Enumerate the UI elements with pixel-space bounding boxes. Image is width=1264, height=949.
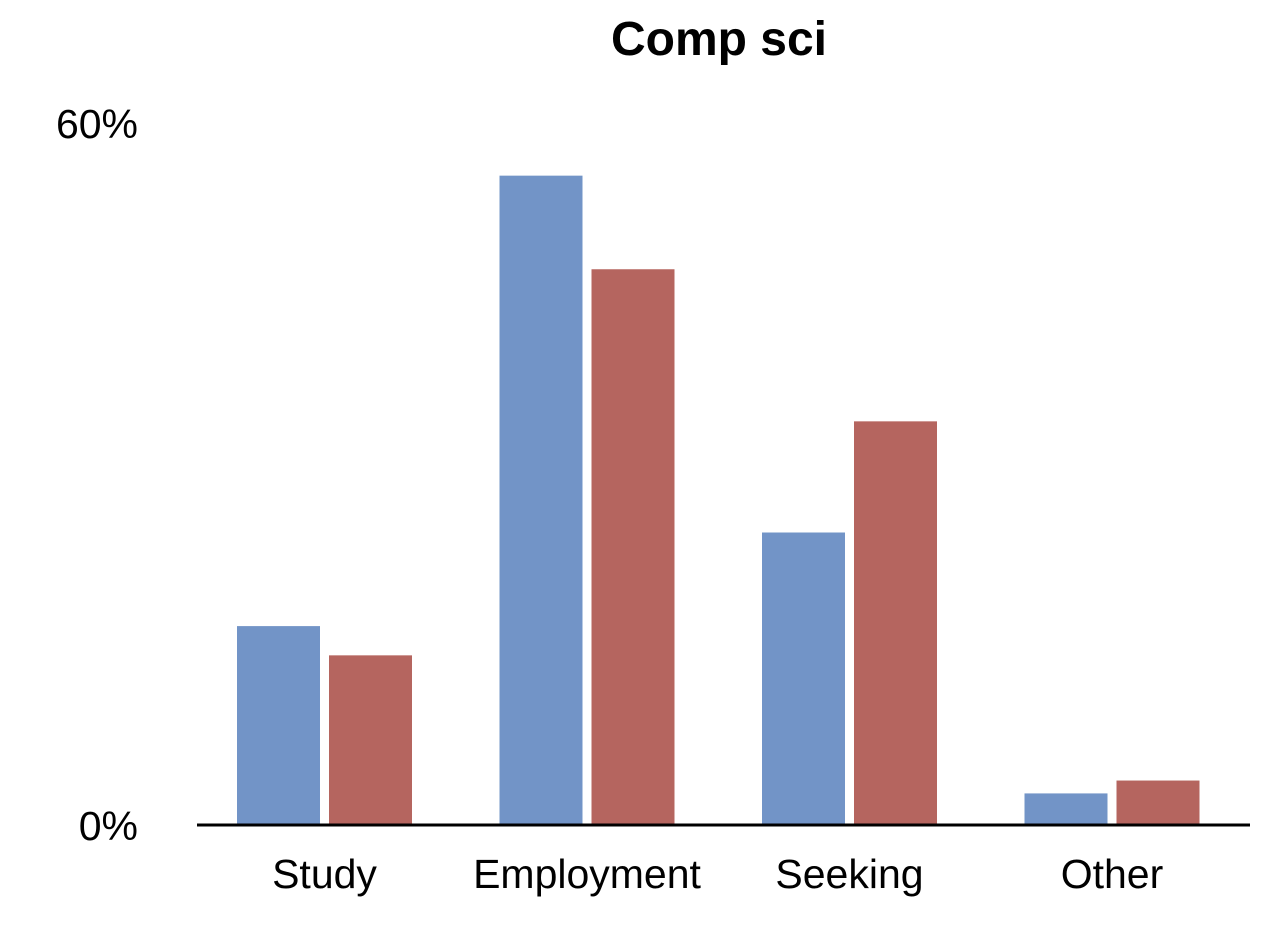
bar-seeking-series-2 [854,421,937,825]
bar-other-series-1 [1024,793,1108,825]
y-tick-labels: 60% 0% [56,101,138,849]
bar-employment-series-1 [499,175,583,825]
category-label-seeking: Seeking [775,851,923,897]
y-tick-label: 60% [56,101,138,147]
bar-other-series-2 [1116,780,1200,825]
bars-group [237,175,1200,825]
bar-seeking-series-1 [762,532,845,825]
y-tick-label: 0% [79,803,138,849]
bar-study-series-1 [237,626,320,825]
category-label-study: Study [272,851,377,897]
chart-title: Comp sci [611,13,827,66]
category-labels: Study Employment Seeking Other [272,851,1163,897]
bar-employment-series-2 [591,269,675,825]
category-label-employment: Employment [473,851,701,897]
category-label-other: Other [1061,851,1164,897]
bar-study-series-2 [329,655,412,825]
